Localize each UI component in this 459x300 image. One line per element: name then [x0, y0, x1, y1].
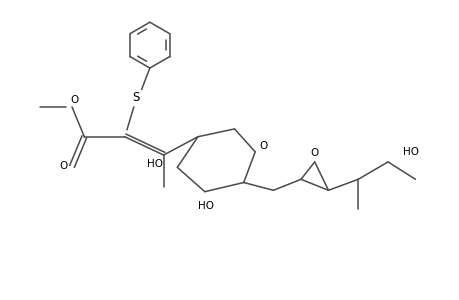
Text: O: O — [259, 141, 267, 151]
Text: O: O — [60, 161, 68, 172]
Text: S: S — [132, 91, 140, 104]
Text: O: O — [71, 95, 78, 105]
Text: O: O — [310, 148, 318, 158]
Text: HO: HO — [147, 159, 163, 169]
Text: HO: HO — [402, 147, 418, 157]
Text: HO: HO — [197, 201, 213, 211]
